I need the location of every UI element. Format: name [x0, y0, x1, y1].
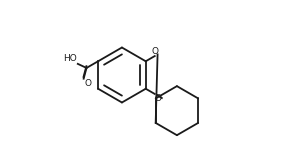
Text: O: O	[84, 80, 91, 88]
Text: O: O	[155, 94, 162, 103]
Text: O: O	[151, 47, 158, 56]
Text: HO: HO	[63, 54, 77, 63]
